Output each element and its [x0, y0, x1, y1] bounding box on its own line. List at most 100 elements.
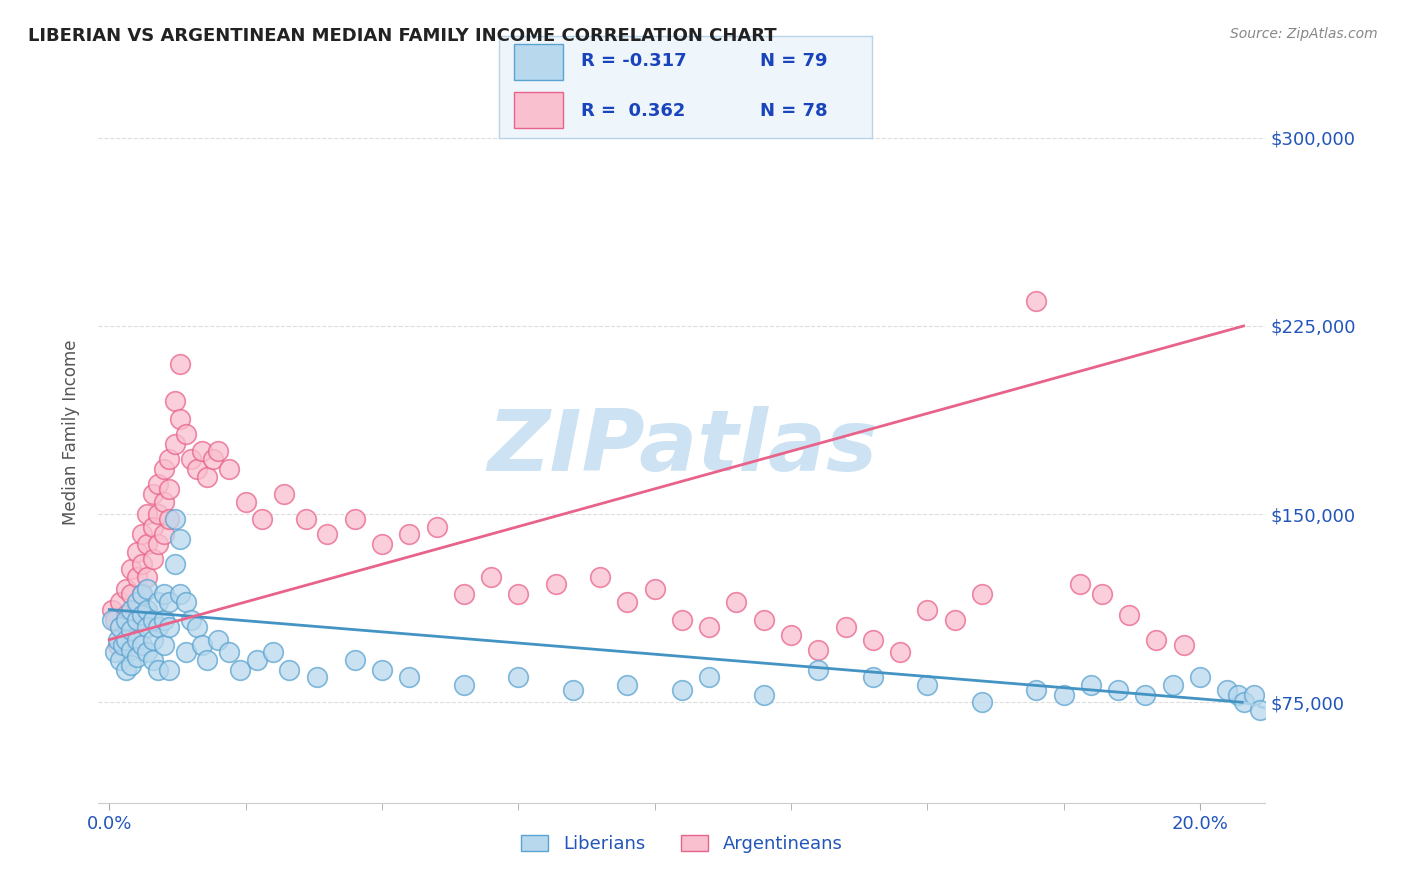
Point [169, 533, 191, 547]
Point [453, 587, 475, 601]
Point [114, 632, 136, 647]
Point [180, 452, 202, 467]
Text: N = 78: N = 78 [759, 102, 828, 120]
Point [1144, 632, 1167, 647]
Point [131, 587, 153, 601]
Text: LIBERIAN VS ARGENTINEAN MEDIAN FAMILY INCOME CORRELATION CHART: LIBERIAN VS ARGENTINEAN MEDIAN FAMILY IN… [28, 27, 776, 45]
Point [114, 613, 136, 627]
Point [917, 602, 939, 616]
Point [163, 512, 186, 526]
Point [508, 670, 530, 684]
Point [235, 494, 257, 508]
Point [1249, 703, 1271, 717]
Point [943, 613, 966, 627]
Point [398, 670, 420, 684]
Point [589, 570, 612, 584]
Point [343, 512, 366, 526]
Point [371, 537, 394, 551]
Point [101, 613, 124, 627]
Point [479, 570, 502, 584]
Point [148, 595, 170, 609]
Point [725, 595, 748, 609]
Point [157, 595, 180, 609]
Point [180, 613, 202, 627]
Y-axis label: Median Family Income: Median Family Income [62, 340, 80, 525]
Point [125, 613, 148, 627]
Point [157, 482, 180, 496]
Point [120, 613, 142, 627]
Point [114, 607, 136, 622]
Point [1243, 688, 1265, 702]
Point [125, 602, 148, 616]
Point [136, 507, 159, 521]
Point [142, 487, 165, 501]
Point [111, 638, 134, 652]
Point [278, 663, 301, 677]
Point [561, 682, 583, 697]
Point [191, 638, 214, 652]
Point [970, 695, 993, 709]
Point [889, 645, 911, 659]
Point [218, 462, 240, 476]
Point [125, 570, 148, 584]
Point [1025, 682, 1047, 697]
Point [148, 477, 170, 491]
Point [616, 678, 638, 692]
Point [752, 613, 775, 627]
Point [148, 620, 170, 634]
Point [697, 620, 720, 634]
Point [120, 642, 142, 657]
Point [834, 620, 856, 634]
Point [107, 638, 129, 652]
Text: ZIPatlas: ZIPatlas [486, 406, 877, 489]
Point [262, 645, 284, 659]
Point [153, 527, 176, 541]
Point [197, 653, 219, 667]
Point [110, 620, 132, 634]
Point [305, 670, 328, 684]
Point [163, 394, 186, 409]
Point [807, 642, 830, 657]
Point [371, 663, 394, 677]
Bar [515, 92, 564, 128]
Point [1232, 695, 1254, 709]
Point [1161, 678, 1184, 692]
Point [780, 627, 803, 641]
Point [120, 657, 142, 672]
Point [201, 452, 224, 467]
Point [229, 663, 252, 677]
Point [191, 444, 214, 458]
Point [131, 558, 153, 572]
Point [316, 527, 339, 541]
Point [1080, 678, 1102, 692]
Point [343, 653, 366, 667]
Point [207, 444, 229, 458]
Point [169, 412, 191, 426]
Point [157, 620, 180, 634]
Point [508, 587, 530, 601]
Point [697, 670, 720, 684]
Bar [515, 44, 564, 79]
Point [120, 623, 142, 637]
Point [425, 520, 447, 534]
Point [453, 678, 475, 692]
Point [1227, 688, 1250, 702]
Point [970, 587, 993, 601]
Point [136, 645, 159, 659]
Point [671, 682, 693, 697]
Point [153, 587, 176, 601]
Point [136, 620, 159, 634]
Point [398, 527, 420, 541]
Point [169, 587, 191, 601]
Point [114, 582, 136, 597]
Text: Source: ZipAtlas.com: Source: ZipAtlas.com [1230, 27, 1378, 41]
Point [148, 663, 170, 677]
Point [1135, 688, 1157, 702]
Point [136, 582, 159, 597]
Point [752, 688, 775, 702]
Point [1216, 682, 1239, 697]
Point [114, 663, 136, 677]
Point [1188, 670, 1211, 684]
Point [101, 602, 124, 616]
Point [142, 632, 165, 647]
